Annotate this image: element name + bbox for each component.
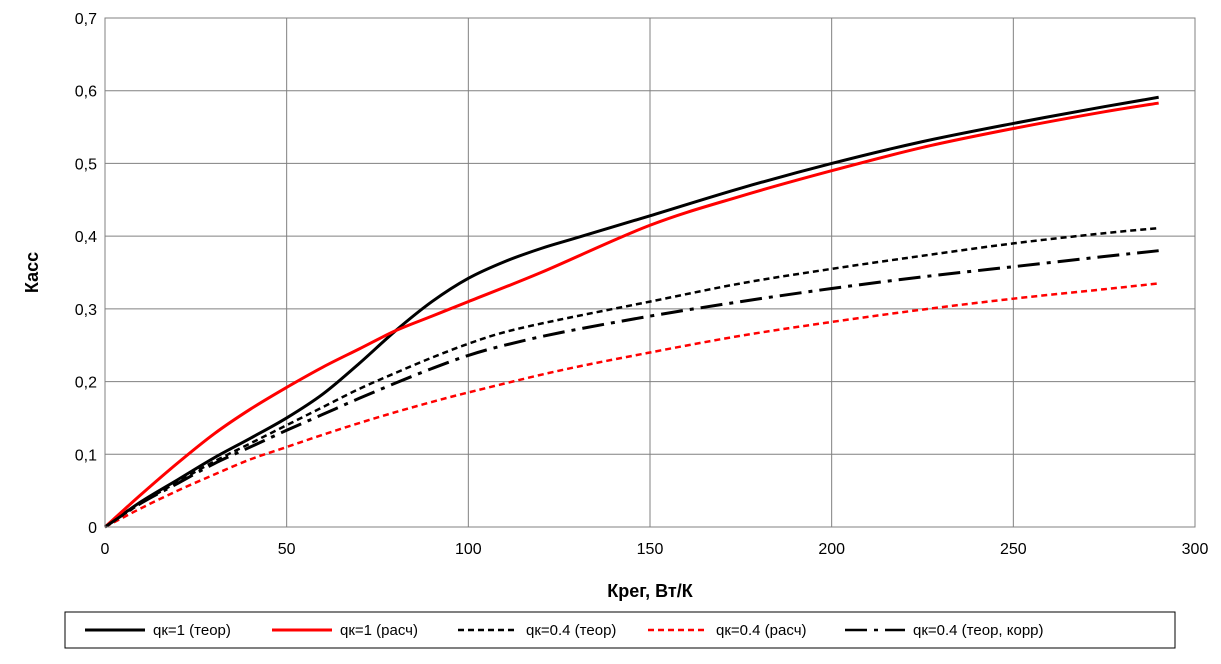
y-tick-label: 0,2 bbox=[75, 375, 97, 392]
y-tick-label: 0 bbox=[88, 520, 97, 537]
series-line-4 bbox=[104, 282, 1159, 529]
x-tick-label: 250 bbox=[1000, 541, 1027, 558]
plot-area bbox=[103, 17, 1196, 529]
legend-label-5: qк=0.4 (теор, корр) bbox=[913, 622, 1044, 639]
plot-border bbox=[104, 17, 1196, 528]
y-tick-label: 0,6 bbox=[75, 84, 97, 101]
x-tick-labels: 0 50 100 150 200 250 300 bbox=[101, 541, 1209, 558]
y-tick-label: 0,5 bbox=[75, 156, 97, 173]
x-tick-label: 150 bbox=[637, 541, 664, 558]
legend-box bbox=[64, 611, 1176, 649]
legend-label-1: qк=1 (теор) bbox=[153, 622, 231, 639]
x-tick-label: 100 bbox=[455, 541, 482, 558]
series-line-3 bbox=[104, 226, 1159, 529]
x-tick-label: 50 bbox=[278, 541, 296, 558]
legend-label-4: qк=0.4 (расч) bbox=[716, 622, 807, 639]
y-tick-label: 0,4 bbox=[75, 229, 97, 246]
legend-label-3: qк=0.4 (теор) bbox=[526, 622, 616, 639]
x-tick-label: 200 bbox=[818, 541, 845, 558]
x-tick-label: 300 bbox=[1182, 541, 1209, 558]
y-tick-label: 0,1 bbox=[75, 447, 97, 464]
y-tick-label: 0,3 bbox=[75, 302, 97, 319]
x-axis-title: Крег, Вт/К bbox=[607, 581, 693, 601]
legend: qк=1 (теор) qк=1 (расч) qк=0.4 (теор) qк=0.… bbox=[64, 611, 1176, 649]
x-tick-label: 0 bbox=[101, 541, 110, 558]
y-axis-title: Касс bbox=[22, 252, 42, 293]
series-line-2 bbox=[103, 101, 1159, 529]
series-line-1 bbox=[104, 95, 1159, 529]
y-tick-label: 0,7 bbox=[75, 11, 97, 28]
series-layer bbox=[103, 95, 1159, 529]
y-tick-labels: 0 0,1 0,2 0,3 0,4 0,5 0,6 0,7 bbox=[75, 11, 97, 537]
legend-label-2: qк=1 (расч) bbox=[340, 622, 418, 639]
series-line-5 bbox=[104, 249, 1159, 529]
